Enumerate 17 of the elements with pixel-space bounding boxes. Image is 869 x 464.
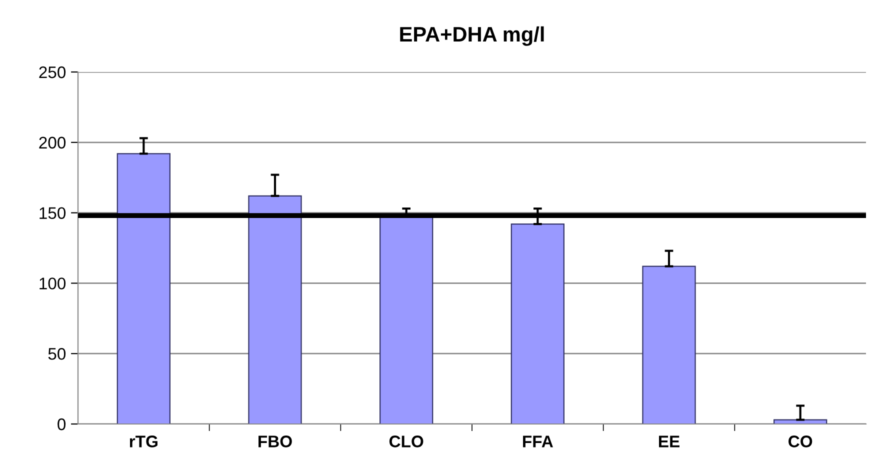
y-tick-label: 150	[40, 207, 66, 220]
bar	[642, 266, 696, 424]
x-tick-label: CO	[788, 436, 812, 448]
y-tick-label: 200	[39, 136, 66, 149]
y-tick-label: 250	[39, 66, 66, 78]
x-tick-label: EE	[658, 436, 680, 448]
x-tick-label: rTG	[130, 436, 158, 448]
x-tick-label: CLO	[389, 436, 424, 448]
bar	[116, 153, 170, 424]
y-tick-label: 100	[40, 278, 66, 290]
x-tick-label: FBO	[258, 436, 292, 448]
chart-title: EPA+DHA mg/l	[400, 26, 544, 46]
bar	[248, 195, 302, 424]
y-tick-label: 50	[48, 348, 66, 360]
y-tick-label: 0	[58, 418, 66, 430]
x-tick-label: FFA	[523, 436, 553, 448]
bar	[510, 224, 564, 424]
